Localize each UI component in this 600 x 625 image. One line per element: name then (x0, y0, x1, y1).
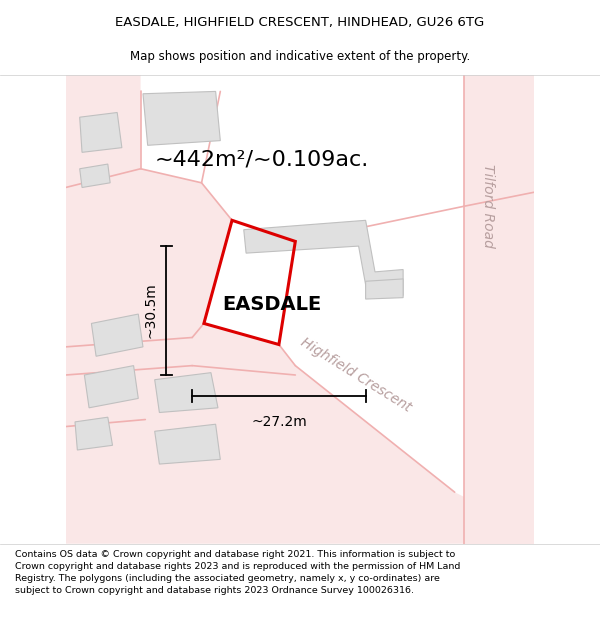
Polygon shape (75, 418, 113, 450)
Polygon shape (155, 372, 218, 413)
Text: Tilford Road: Tilford Road (481, 164, 494, 248)
Text: EASDALE: EASDALE (222, 295, 322, 314)
Polygon shape (65, 169, 232, 347)
Polygon shape (365, 279, 403, 299)
Polygon shape (85, 366, 138, 408)
Text: Contains OS data © Crown copyright and database right 2021. This information is : Contains OS data © Crown copyright and d… (15, 550, 460, 594)
Text: EASDALE, HIGHFIELD CRESCENT, HINDHEAD, GU26 6TG: EASDALE, HIGHFIELD CRESCENT, HINDHEAD, G… (115, 16, 485, 29)
Text: Map shows position and indicative extent of the property.: Map shows position and indicative extent… (130, 50, 470, 62)
Polygon shape (244, 220, 403, 298)
Polygon shape (464, 75, 535, 544)
Polygon shape (65, 324, 464, 544)
Polygon shape (155, 424, 220, 464)
Polygon shape (143, 91, 220, 145)
Text: ~27.2m: ~27.2m (251, 415, 307, 429)
Text: ~442m²/~0.109ac.: ~442m²/~0.109ac. (155, 149, 369, 169)
Text: ~30.5m: ~30.5m (143, 282, 157, 338)
Polygon shape (80, 164, 110, 188)
Text: Highfield Crescent: Highfield Crescent (298, 335, 414, 415)
Polygon shape (65, 75, 140, 188)
Polygon shape (91, 314, 143, 356)
Polygon shape (80, 112, 122, 152)
